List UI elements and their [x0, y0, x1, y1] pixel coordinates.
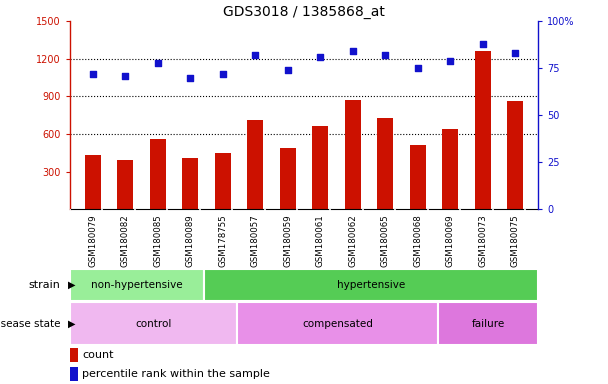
- Title: GDS3018 / 1385868_at: GDS3018 / 1385868_at: [223, 5, 385, 19]
- Text: GSM180089: GSM180089: [185, 214, 195, 266]
- Text: GSM180062: GSM180062: [348, 214, 358, 267]
- Bar: [442, 129, 458, 209]
- Text: ▶: ▶: [67, 318, 75, 329]
- Point: [185, 74, 195, 81]
- Text: strain: strain: [29, 280, 61, 290]
- Point: [218, 71, 227, 77]
- Bar: [117, 161, 133, 209]
- Text: ▶: ▶: [67, 280, 75, 290]
- Text: count: count: [82, 350, 114, 360]
- Bar: [280, 148, 296, 209]
- Bar: [70, 270, 204, 301]
- Text: GSM180082: GSM180082: [121, 214, 130, 267]
- Text: hypertensive: hypertensive: [337, 280, 405, 290]
- Bar: [438, 302, 538, 345]
- Text: GSM178755: GSM178755: [218, 214, 227, 267]
- Bar: [237, 302, 438, 345]
- Text: failure: failure: [471, 318, 505, 329]
- Text: GSM180061: GSM180061: [316, 214, 325, 267]
- Point: [283, 67, 292, 73]
- Bar: [70, 367, 78, 381]
- Text: GSM180073: GSM180073: [478, 214, 487, 267]
- Bar: [410, 145, 426, 209]
- Point: [88, 71, 97, 77]
- Text: GSM180065: GSM180065: [381, 214, 390, 267]
- Text: GSM180079: GSM180079: [88, 214, 97, 266]
- Text: control: control: [136, 318, 171, 329]
- Bar: [85, 156, 101, 209]
- Bar: [377, 118, 393, 209]
- Bar: [70, 302, 237, 345]
- Bar: [312, 126, 328, 209]
- Text: disease state: disease state: [0, 318, 61, 329]
- Bar: [204, 270, 538, 301]
- Point: [381, 52, 390, 58]
- Point: [413, 65, 423, 71]
- Bar: [475, 51, 491, 209]
- Bar: [247, 120, 263, 209]
- Bar: [70, 348, 78, 362]
- Bar: [507, 101, 523, 209]
- Point: [120, 73, 130, 79]
- Point: [478, 41, 488, 47]
- Text: percentile rank within the sample: percentile rank within the sample: [82, 369, 270, 379]
- Text: GSM180085: GSM180085: [153, 214, 162, 267]
- Bar: [182, 158, 198, 209]
- Text: GSM180075: GSM180075: [511, 214, 520, 267]
- Point: [250, 52, 260, 58]
- Point: [316, 54, 325, 60]
- Bar: [345, 100, 361, 209]
- Point: [153, 60, 162, 66]
- Bar: [215, 153, 231, 209]
- Bar: [150, 139, 166, 209]
- Point: [511, 50, 520, 56]
- Point: [348, 48, 358, 54]
- Text: compensated: compensated: [302, 318, 373, 329]
- Point: [446, 58, 455, 64]
- Text: GSM180059: GSM180059: [283, 214, 292, 266]
- Text: GSM180069: GSM180069: [446, 214, 455, 266]
- Text: non-hypertensive: non-hypertensive: [91, 280, 182, 290]
- Text: GSM180068: GSM180068: [413, 214, 423, 267]
- Text: GSM180057: GSM180057: [250, 214, 260, 267]
